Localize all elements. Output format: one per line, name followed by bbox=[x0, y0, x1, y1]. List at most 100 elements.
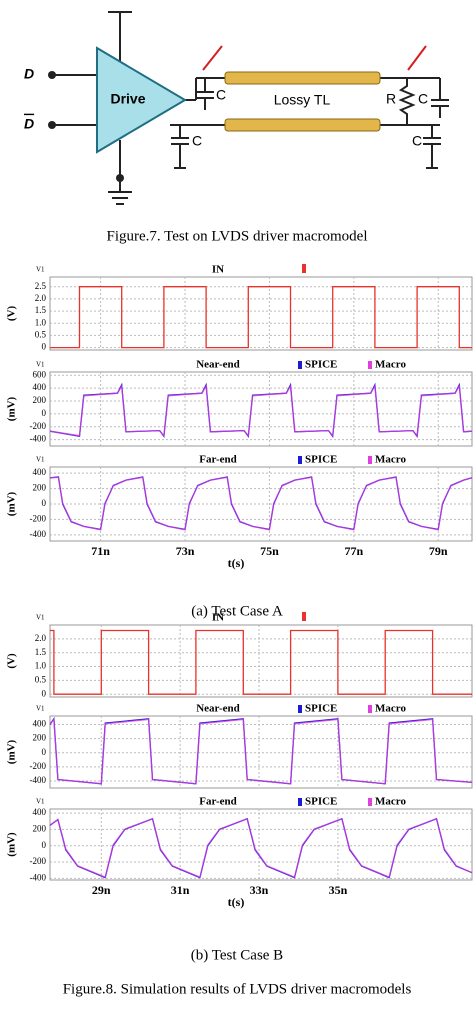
plot-frame bbox=[49, 808, 473, 881]
y-tick-label: 400 bbox=[33, 719, 47, 729]
y-tick-label: -400 bbox=[30, 434, 47, 444]
y-tick-label: 0 bbox=[42, 342, 47, 352]
y-tick-label: 2.0 bbox=[35, 293, 47, 303]
x-tick-label: 71n bbox=[91, 544, 110, 558]
y-tick-label: 1.0 bbox=[35, 661, 47, 671]
y-tick-label: 400 bbox=[33, 467, 47, 477]
corner-label: V1 bbox=[36, 705, 45, 713]
y-tick-label: 0 bbox=[42, 747, 47, 757]
corner-label: V1 bbox=[36, 361, 45, 369]
y-axis-label: (mV) bbox=[6, 832, 18, 857]
waveform bbox=[49, 717, 473, 785]
y-tick-label: -200 bbox=[30, 421, 47, 431]
legend-swatch bbox=[368, 361, 372, 369]
marker bbox=[302, 612, 306, 621]
legend-swatch bbox=[368, 456, 372, 464]
y-tick-label: 400 bbox=[33, 807, 47, 817]
waveform bbox=[49, 817, 473, 878]
x-tick-label: 29n bbox=[92, 883, 111, 897]
line-label: Lossy TL bbox=[274, 92, 331, 108]
x-tick-label: 79n bbox=[429, 544, 448, 558]
probe bbox=[202, 45, 427, 71]
y-tick-label: 1.5 bbox=[35, 647, 47, 657]
x-tick-label: 35n bbox=[329, 883, 348, 897]
subfigure-caption: (b) Test Case B bbox=[191, 947, 283, 963]
y-tick-label: 200 bbox=[33, 823, 47, 833]
x-tick-label: 77n bbox=[344, 544, 363, 558]
legend-label: SPICE bbox=[305, 454, 337, 466]
y-tick-label: 0 bbox=[42, 840, 47, 850]
y-tick-label: 200 bbox=[33, 483, 47, 493]
plot-frame bbox=[49, 715, 473, 789]
legend-swatch bbox=[368, 798, 372, 806]
y-tick-label: 200 bbox=[33, 395, 47, 405]
waveform bbox=[50, 286, 472, 349]
y-axis-label: (V) bbox=[6, 306, 18, 322]
resistor-label: R bbox=[386, 91, 396, 107]
panel-title: Far-end bbox=[199, 454, 236, 466]
y-tick-label: 400 bbox=[33, 382, 47, 392]
panel-title: Near-end bbox=[196, 359, 240, 371]
waveform bbox=[49, 384, 473, 438]
corner-label: V1 bbox=[36, 266, 45, 274]
x-axis-label: t(s) bbox=[228, 556, 245, 570]
waveform bbox=[49, 476, 473, 531]
corner-label: V1 bbox=[36, 456, 45, 464]
plot-frame bbox=[49, 624, 473, 698]
y-tick-label: 600 bbox=[33, 369, 47, 379]
y-tick-label: 0.5 bbox=[35, 674, 47, 684]
circuit bbox=[52, 11, 449, 205]
panel-title: Near-end bbox=[196, 703, 240, 715]
subfigure-caption: (a) Test Case A bbox=[191, 603, 283, 619]
terminal bbox=[48, 71, 56, 79]
y-tick-label: -400 bbox=[30, 775, 47, 785]
corner-label: V1 bbox=[36, 614, 45, 622]
panel-title: Far-end bbox=[199, 796, 236, 808]
y-axis-label: (mV) bbox=[6, 739, 18, 764]
cap-label: C bbox=[216, 87, 226, 103]
y-tick-label: 2.5 bbox=[35, 281, 47, 291]
driver-triangle bbox=[96, 46, 187, 154]
corner-label: V1 bbox=[36, 798, 45, 806]
plot-frame bbox=[49, 371, 473, 447]
x-tick-label: 33n bbox=[250, 883, 269, 897]
x-tick-label: 75n bbox=[260, 544, 279, 558]
legend-swatch bbox=[298, 361, 302, 369]
y-axis-label: (V) bbox=[6, 653, 18, 669]
y-tick-label: 0.5 bbox=[35, 329, 47, 339]
input-label: D bbox=[24, 116, 34, 132]
x-tick-label: 31n bbox=[171, 883, 190, 897]
figure-caption: Figure.8. Simulation results of LVDS dri… bbox=[63, 981, 412, 997]
y-tick-label: -200 bbox=[30, 856, 47, 866]
x-axis-label: t(s) bbox=[228, 895, 245, 909]
plot-frame bbox=[49, 466, 473, 542]
legend-swatch bbox=[298, 456, 302, 464]
y-axis-label: (mV) bbox=[6, 491, 18, 516]
legend-swatch bbox=[298, 798, 302, 806]
marker bbox=[302, 264, 306, 273]
legend-label: Macro bbox=[375, 796, 406, 808]
panel-title: IN bbox=[212, 264, 224, 276]
y-tick-label: -400 bbox=[30, 872, 47, 882]
terminal bbox=[116, 174, 124, 182]
y-tick-label: 0 bbox=[42, 498, 47, 508]
plot-frame bbox=[49, 276, 473, 351]
waveform bbox=[50, 629, 472, 695]
figure-caption: Figure.7. Test on LVDS driver macromodel bbox=[107, 228, 368, 244]
input-label: D bbox=[24, 66, 34, 82]
legend-label: Macro bbox=[375, 359, 406, 371]
legend-label: SPICE bbox=[305, 703, 337, 715]
y-tick-label: 1.5 bbox=[35, 305, 47, 315]
cap-label: C bbox=[418, 91, 428, 107]
y-tick-label: -200 bbox=[30, 513, 47, 523]
legend-label: SPICE bbox=[305, 359, 337, 371]
tl-upper bbox=[224, 71, 381, 85]
tl-lower bbox=[224, 118, 381, 132]
legend-label: Macro bbox=[375, 454, 406, 466]
legend-swatch bbox=[298, 705, 302, 713]
legend-label: Macro bbox=[375, 703, 406, 715]
y-axis-label: (mV) bbox=[6, 396, 18, 421]
y-tick-label: -200 bbox=[30, 761, 47, 771]
